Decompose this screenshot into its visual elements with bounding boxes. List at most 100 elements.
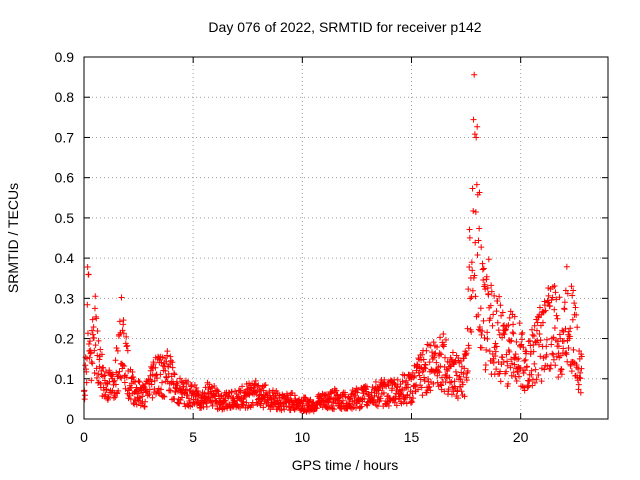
data-point (423, 347, 430, 354)
y-tick-label: 0.8 (55, 89, 75, 105)
data-point (575, 381, 582, 388)
data-point (96, 363, 103, 370)
data-point (135, 390, 142, 397)
data-point (478, 331, 485, 338)
data-point (385, 382, 392, 389)
data-point (492, 340, 499, 347)
y-tick-label: 0.7 (55, 129, 75, 145)
data-point (126, 392, 133, 399)
data-point (266, 388, 273, 395)
data-point (112, 394, 119, 401)
data-point (512, 351, 519, 358)
data-point (565, 345, 572, 352)
data-point (468, 259, 475, 266)
data-point (91, 347, 98, 354)
data-point (120, 330, 127, 337)
data-point (478, 244, 485, 251)
data-point (518, 331, 525, 338)
data-point (415, 369, 422, 376)
data-point (122, 385, 129, 392)
data-point (469, 185, 476, 192)
data-point (469, 267, 476, 274)
data-point (88, 327, 95, 334)
data-point (497, 378, 504, 385)
data-point (488, 288, 495, 295)
data-point (535, 314, 542, 321)
data-point (118, 375, 125, 382)
data-point (197, 401, 204, 408)
data-point (482, 361, 489, 368)
data-point (484, 335, 491, 342)
data-point (405, 384, 412, 391)
data-point (239, 383, 246, 390)
data-point (426, 383, 433, 390)
data-point (543, 351, 550, 358)
data-point (508, 372, 515, 379)
data-point (531, 360, 538, 367)
data-point (445, 386, 452, 393)
data-point (112, 381, 119, 388)
data-point (440, 330, 447, 337)
data-point (431, 354, 438, 361)
data-point (485, 291, 492, 298)
data-point (513, 338, 520, 345)
data-point (543, 336, 550, 343)
data-point (84, 263, 91, 270)
data-point (183, 386, 190, 393)
data-point (194, 388, 201, 395)
data-point (437, 351, 444, 358)
data-point (166, 387, 173, 394)
data-point (555, 343, 562, 350)
data-point (85, 271, 92, 278)
data-point (98, 351, 105, 358)
data-point (520, 370, 527, 377)
data-point (361, 396, 368, 403)
data-point (260, 404, 267, 411)
data-point (457, 376, 464, 383)
data-point (578, 365, 585, 372)
data-point (430, 339, 437, 346)
data-point (176, 375, 183, 382)
data-point (114, 347, 121, 354)
data-point (171, 371, 178, 378)
data-point (449, 349, 456, 356)
data-point (471, 131, 478, 138)
data-point (548, 341, 555, 348)
data-point (103, 380, 110, 387)
data-point (169, 359, 176, 366)
data-point (556, 294, 563, 301)
data-point (479, 328, 486, 335)
y-tick-label: 0.5 (55, 210, 75, 226)
data-point (416, 372, 423, 379)
data-point (84, 330, 91, 337)
data-point (486, 348, 493, 355)
data-point (208, 399, 215, 406)
data-point (358, 403, 365, 410)
data-point (88, 377, 95, 384)
data-point (461, 365, 468, 372)
data-point (419, 351, 426, 358)
data-point (90, 323, 97, 330)
data-point (506, 348, 513, 355)
data-point (470, 116, 477, 123)
data-point (454, 395, 461, 402)
data-point (463, 374, 470, 381)
data-point (562, 287, 569, 294)
data-point (549, 294, 556, 301)
data-point (529, 382, 536, 389)
data-point (550, 351, 557, 358)
x-axis-ticks: 0 5 10 15 20 (80, 57, 529, 445)
data-point (91, 370, 98, 377)
data-point (164, 348, 171, 355)
data-point (119, 327, 126, 334)
data-point (497, 368, 504, 375)
data-point (110, 394, 117, 401)
y-tick-label: 0.3 (55, 290, 75, 306)
data-point (124, 347, 131, 354)
data-point (491, 292, 498, 299)
data-point (480, 276, 487, 283)
data-point (112, 357, 119, 364)
data-point (152, 364, 159, 371)
data-point (403, 377, 410, 384)
data-point (420, 356, 427, 363)
